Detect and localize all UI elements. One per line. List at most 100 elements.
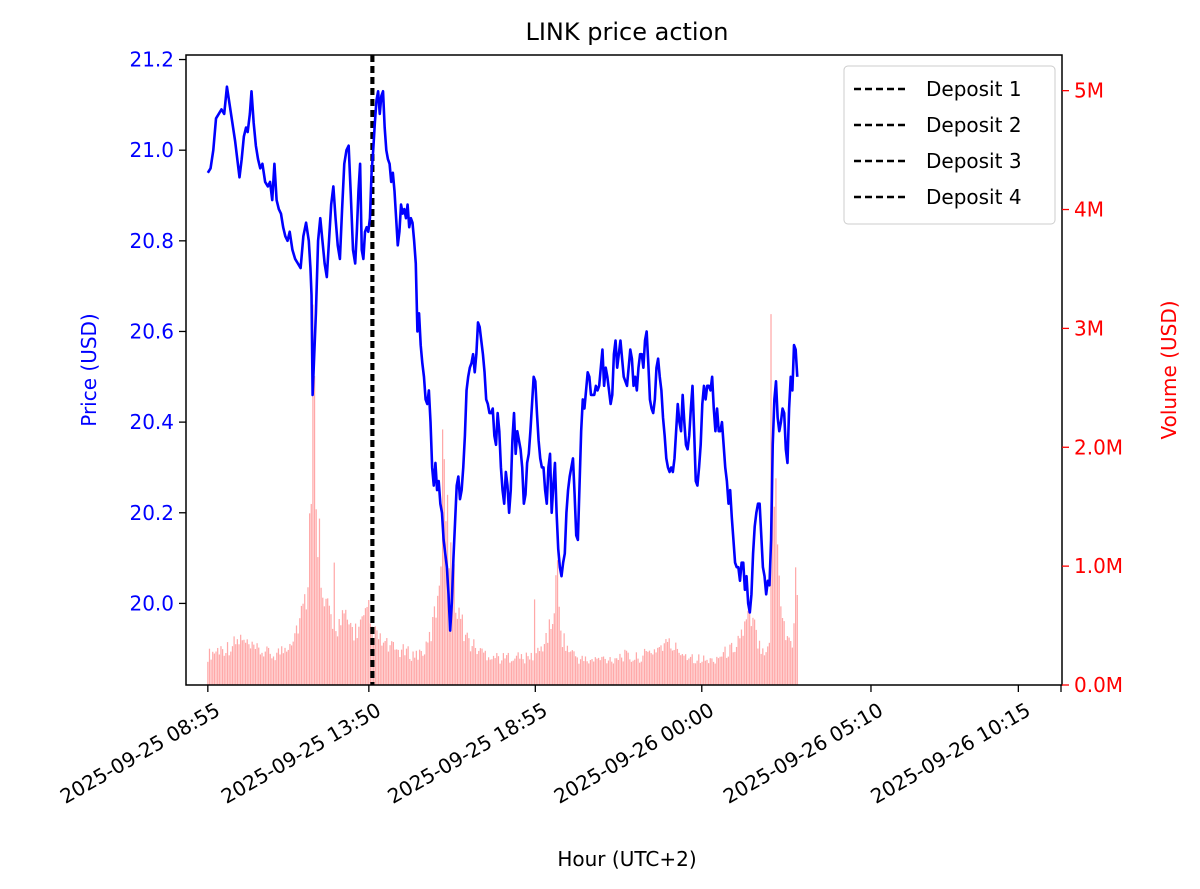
volume-bar (740, 629, 743, 685)
volume-bar (366, 606, 368, 685)
volume-bar (295, 625, 298, 685)
volume-bar (647, 651, 649, 685)
volume-bar (267, 647, 270, 685)
volume-bar (666, 641, 669, 685)
volume-bar (537, 647, 539, 685)
legend-label-4: Deposit 4 (926, 185, 1022, 209)
volume-bar (417, 659, 419, 685)
volume-bar (212, 651, 214, 685)
volume-bar (545, 633, 547, 685)
legend-box (843, 65, 1056, 225)
volume-bar (386, 638, 388, 685)
volume-bar (438, 585, 440, 685)
y2-tick-label: 3M (1074, 316, 1104, 340)
volume-bar (645, 651, 647, 685)
volume-bar (653, 649, 656, 685)
volume-bar (414, 657, 416, 685)
y-tick-label: 21.0 (129, 138, 174, 162)
volume-bar (478, 650, 480, 685)
volume-bar (642, 655, 644, 685)
volume-bar (289, 643, 291, 685)
y-tick-label: 20.0 (129, 591, 174, 615)
volume-bar (217, 647, 219, 685)
volume-bar (412, 651, 414, 685)
volume-bar (793, 623, 795, 685)
volume-bar (391, 641, 393, 685)
volume-bar (565, 650, 567, 685)
volume-bar (689, 656, 692, 685)
volume-bar (721, 656, 723, 685)
volume-bar (423, 654, 426, 685)
volume-bar (358, 626, 360, 685)
volume-bar (264, 651, 266, 685)
volume-bar (328, 605, 330, 685)
volume-bar (617, 659, 619, 685)
volume-bar (729, 644, 731, 685)
volume-bar (294, 633, 296, 685)
volume-bar (637, 658, 639, 685)
volume-bar (320, 587, 322, 685)
volume-bar (683, 655, 685, 685)
volume-bar (471, 646, 473, 685)
volume-bar (422, 655, 424, 685)
volume-bar (601, 656, 603, 685)
volume-bar (611, 661, 613, 685)
volume-bar (363, 615, 365, 685)
volume-bar (527, 656, 529, 685)
y-tick-label: 20.8 (129, 229, 174, 253)
volume-bar (704, 660, 706, 685)
volume-bar (246, 639, 248, 685)
volume-bar (345, 609, 347, 685)
volume-bar (361, 616, 363, 685)
volume-bar (405, 648, 408, 685)
volume-bar (560, 630, 562, 685)
volume-bar (675, 642, 677, 685)
volume-bar (384, 641, 386, 685)
volume-bar (658, 647, 660, 685)
volume-bar (274, 660, 276, 685)
volume-bar (399, 657, 401, 685)
volume-bar (757, 648, 759, 685)
volume-bar (509, 662, 511, 685)
volume-bar (598, 657, 600, 685)
volume-bar (671, 650, 674, 685)
volume-bar (230, 651, 232, 685)
volume-bar (552, 624, 554, 685)
volume-bar (240, 634, 242, 685)
volume-bar (389, 645, 391, 685)
volume-bar (474, 647, 477, 685)
volume-bar (584, 656, 587, 685)
volume-bar (407, 646, 409, 685)
volume-bar (318, 518, 321, 685)
volume-bar (231, 646, 234, 685)
volume-bar (396, 649, 398, 685)
volume-bar (553, 613, 555, 685)
y-tick-label: 20.4 (129, 410, 174, 434)
volume-bar (225, 653, 227, 685)
volume-bar (680, 655, 682, 685)
volume-bar (451, 570, 454, 685)
volume-bar (532, 660, 534, 685)
volume-bar (312, 304, 314, 685)
y-axis-label: Price (USD) (77, 313, 101, 427)
volume-bar (394, 649, 396, 685)
volume-bar (297, 633, 299, 685)
chart-title: LINK price action (525, 18, 728, 46)
volume-bar (236, 639, 238, 685)
volume-bar (473, 639, 475, 685)
volume-bar (563, 633, 565, 685)
volume-bar (719, 656, 721, 685)
volume-bar (685, 654, 687, 685)
volume-bar (652, 654, 654, 685)
volume-bar (622, 661, 624, 685)
volume-bar (665, 639, 667, 685)
volume-bar (588, 663, 590, 685)
volume-bar (575, 656, 577, 685)
volume-bar (726, 657, 728, 685)
volume-bar (397, 649, 399, 685)
volume-bar (694, 663, 697, 685)
volume-bar (762, 648, 764, 685)
volume-bar (663, 643, 665, 685)
volume-bar (512, 660, 514, 685)
volume-bar (420, 651, 422, 685)
